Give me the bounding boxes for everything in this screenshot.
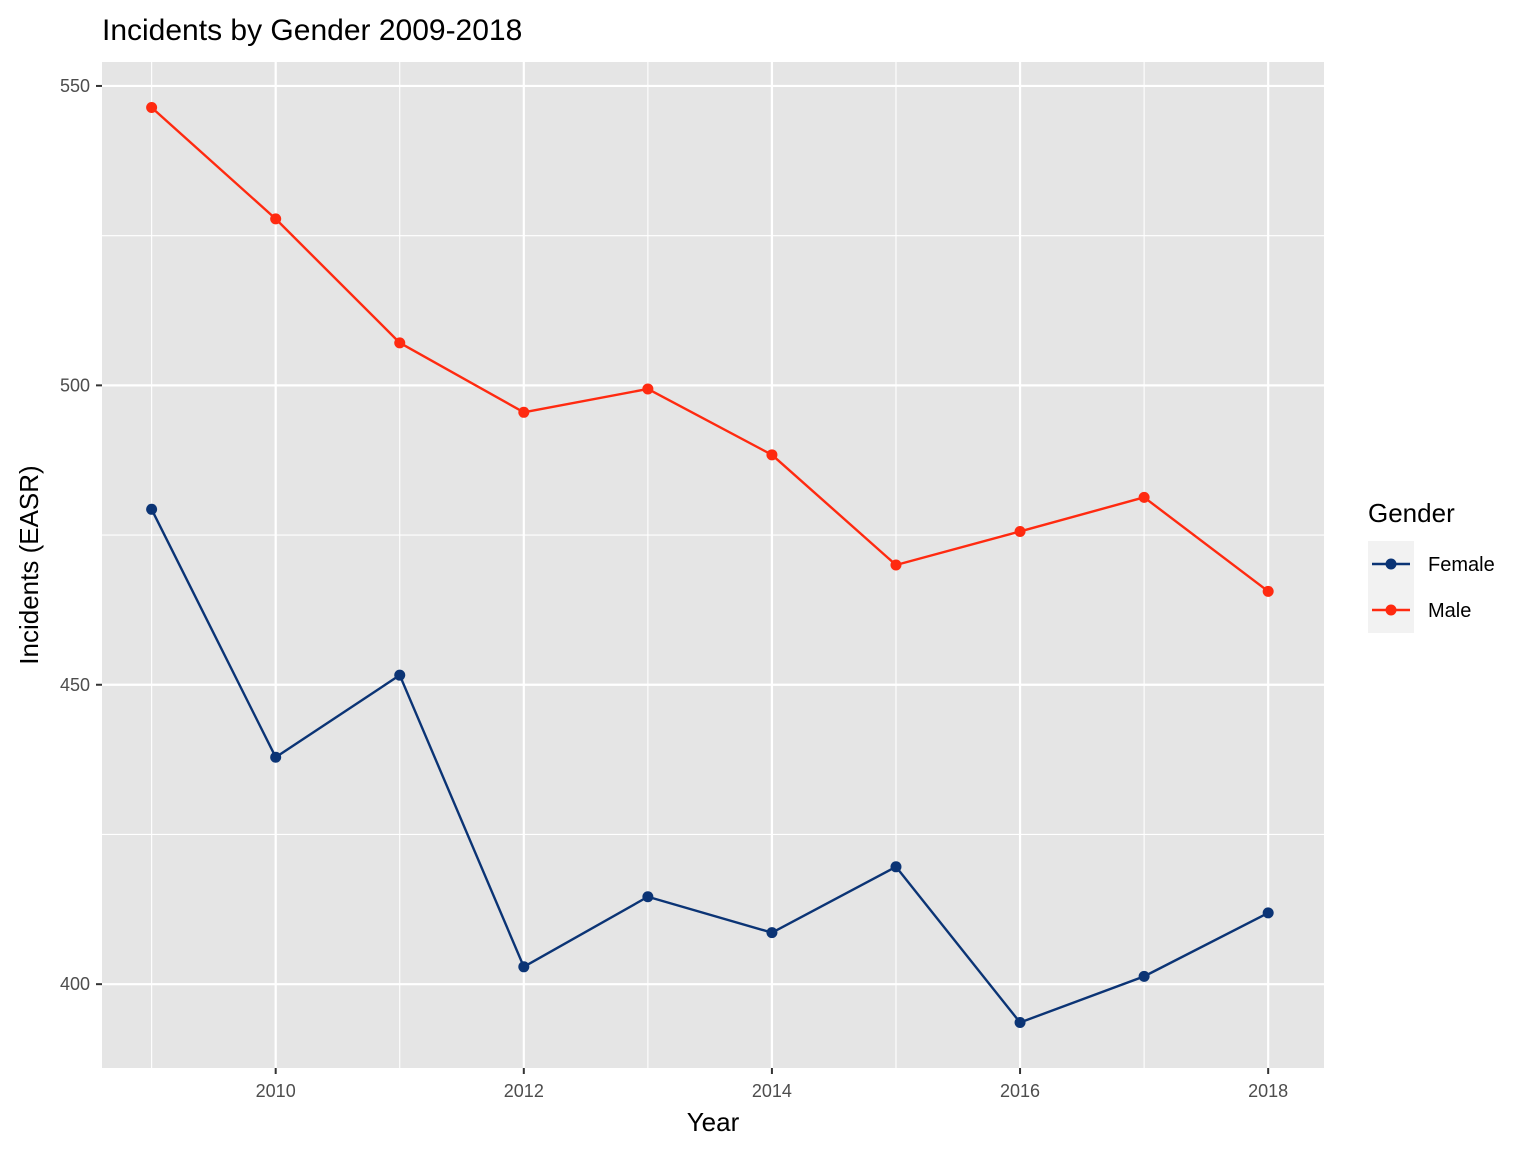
series-line-female [150, 508, 1269, 1024]
x-tick-label: 2016 [1000, 1081, 1040, 1101]
data-point-male [394, 337, 406, 349]
data-point-female [270, 751, 282, 763]
legend-title: Gender [1368, 498, 1455, 528]
data-point-male [146, 102, 158, 114]
data-point-female [394, 669, 406, 681]
data-point-male [1138, 491, 1150, 503]
y-tick-label: 400 [60, 974, 90, 994]
series-lines [150, 106, 1269, 1024]
data-point-female [518, 961, 530, 973]
data-point-female [1138, 970, 1150, 982]
data-point-male [766, 449, 778, 461]
series-line-male [150, 106, 1269, 593]
x-tick-label: 2014 [752, 1081, 792, 1101]
legend-key-background [1368, 541, 1414, 633]
data-point-female [766, 927, 778, 939]
data-point-female [1014, 1016, 1026, 1028]
data-point-male [890, 559, 902, 571]
legend-key-point-female [1385, 558, 1397, 570]
series-points [146, 102, 1274, 1028]
data-point-male [518, 406, 530, 418]
data-point-male [1014, 525, 1026, 537]
legend-label-male: Male [1428, 600, 1471, 622]
chart-title: Incidents by Gender 2009-2018 [102, 14, 522, 47]
x-axis-title: Year [687, 1107, 740, 1137]
x-tick-label: 2018 [1248, 1081, 1288, 1101]
plot-panel [102, 62, 1324, 1068]
data-point-male [642, 383, 654, 395]
x-tick-label: 2012 [504, 1081, 544, 1101]
data-point-male [270, 213, 282, 225]
y-tick-label: 450 [60, 675, 90, 695]
y-axis-ticks: 400 450 500 550 [60, 76, 102, 994]
legend: Gender Female Male [1368, 498, 1495, 633]
y-axis-title: Incidents (EASR) [14, 465, 44, 664]
data-point-female [146, 503, 158, 515]
y-tick-label: 550 [60, 76, 90, 96]
legend-label-female: Female [1428, 554, 1495, 576]
data-point-female [642, 891, 654, 903]
data-point-female [890, 861, 902, 873]
x-tick-label: 2010 [256, 1081, 296, 1101]
y-tick-label: 500 [60, 375, 90, 395]
data-point-female [1262, 907, 1274, 919]
data-point-male [1262, 585, 1274, 597]
legend-key-point-male [1385, 604, 1397, 616]
x-axis-ticks: 2010 2012 2014 2016 2018 [256, 1068, 1288, 1101]
